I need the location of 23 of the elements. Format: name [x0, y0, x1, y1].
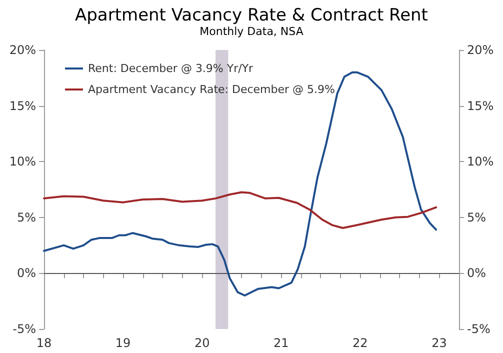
x-tick-label: 23 [432, 336, 447, 350]
chart-title: Apartment Vacancy Rate & Contract Rent [75, 6, 428, 26]
x-tick-label: 18 [36, 336, 52, 350]
y-tick-label: 10% [9, 154, 36, 169]
y-tick-label: 5% [16, 210, 36, 224]
x-tick-label: 19 [115, 336, 131, 350]
y2-tick-label: 0% [467, 266, 486, 280]
x-tick-label: 20 [194, 336, 210, 350]
legend-label: Rent: December @ 3.9% Yr/Yr [88, 62, 254, 75]
y-tick-label: 0% [16, 266, 36, 280]
legend-label: Apartment Vacancy Rate: December @ 5.9% [88, 83, 335, 96]
y2-tick-label: 15% [467, 98, 494, 113]
y2-tick-label: 20% [467, 43, 494, 57]
y2-tick-label: 5% [467, 210, 486, 224]
x-tick-label: 21 [274, 336, 289, 350]
y2-tick-label: 10% [467, 154, 494, 169]
y-tick-label: -5% [12, 322, 36, 336]
y2-tick-label: -5% [467, 322, 490, 336]
y-tick-label: 20% [9, 43, 36, 57]
line-series [43, 191, 438, 229]
x-tick-label: 22 [352, 336, 368, 350]
chart-subtitle: Monthly Data, NSA [200, 25, 304, 38]
y-tick-label: 15% [9, 98, 36, 113]
